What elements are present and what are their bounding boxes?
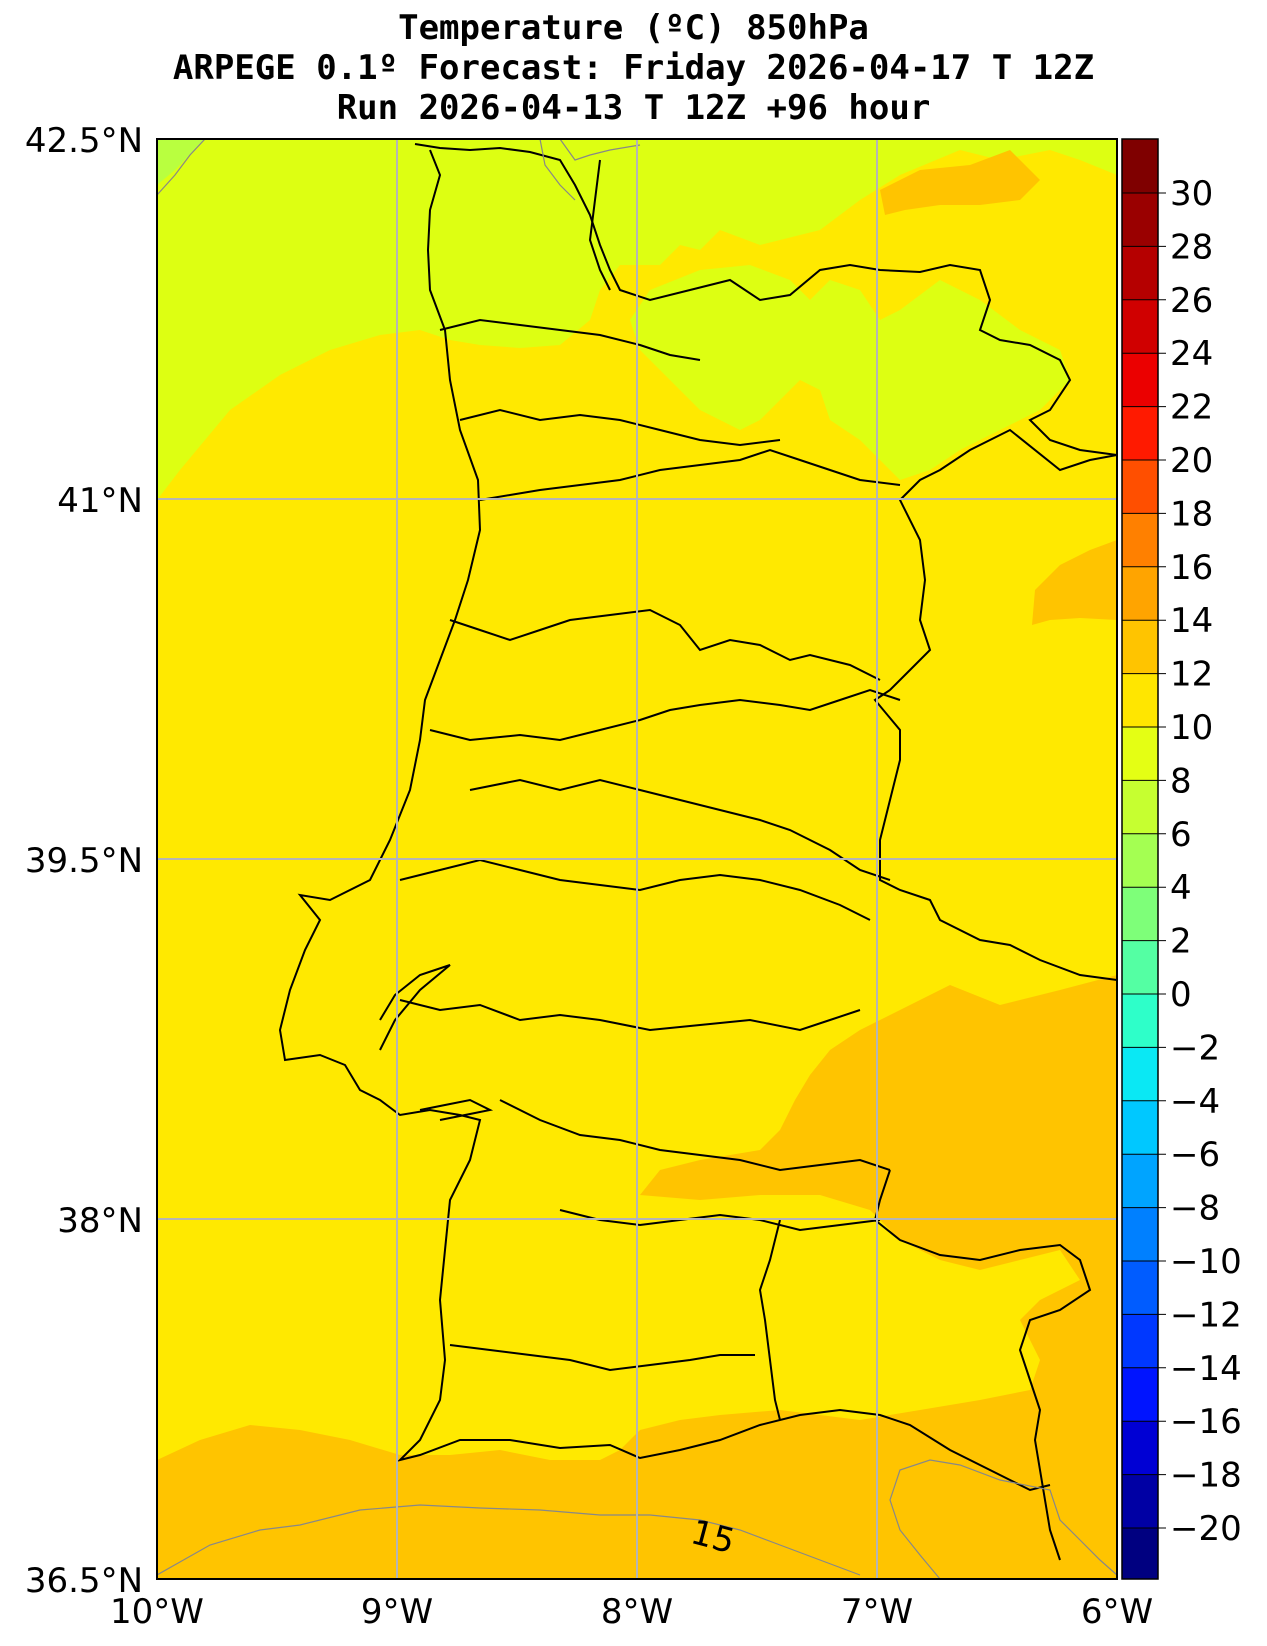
lat-tick-label: 36.5°N [25, 1561, 143, 1601]
northern-border [414, 143, 1117, 456]
colorbar-tick-label: −14 [1170, 1349, 1242, 1389]
district-line-9 [758, 1219, 781, 1421]
lon-tick-label: 10°W [110, 1592, 204, 1632]
colorbar-tick-label: −12 [1170, 1295, 1242, 1335]
colorbar-segment [1122, 1367, 1158, 1422]
colorbar-segment [1122, 940, 1158, 994]
colorbar-tick-label: −20 [1170, 1509, 1242, 1549]
colorbar-tick-label: −4 [1170, 1082, 1220, 1122]
colorbar-frame [1121, 138, 1159, 1580]
colorbar-segment [1122, 1474, 1158, 1528]
colorbar-segment [1122, 513, 1158, 567]
colorbar-tick-label: 14 [1170, 601, 1213, 641]
title-line-2: ARPEGE 0.1º Forecast: Friday 2026-04-17 … [172, 48, 1095, 88]
district-line-3 [429, 688, 901, 742]
colorbar-tick-label: 26 [1170, 281, 1213, 321]
colorbar-segment [1122, 1154, 1158, 1208]
southeast-border [873, 1169, 1092, 1561]
contour-8-corner [157, 139, 206, 196]
colorbar-tick-label: 18 [1170, 494, 1213, 534]
district-line-2 [449, 608, 881, 681]
colorbar-labels: 302826242220181614121086420−2−4−6−8−10−1… [1122, 174, 1242, 1549]
colorbar-tick-label: 8 [1170, 761, 1192, 801]
colorbar-segment [1122, 673, 1158, 727]
lon-tick-label: 8°W [601, 1592, 673, 1632]
colorbar-segment [1122, 727, 1158, 781]
district-line-10 [559, 1209, 881, 1232]
temp-band-14-16-north [880, 150, 1040, 215]
colorbar-tick-label: −8 [1170, 1189, 1220, 1229]
lon-tick-label: 6°W [1081, 1592, 1153, 1632]
colorbar-tick-label: 4 [1170, 868, 1192, 908]
setubal-estuary [419, 1098, 494, 1121]
colorbar-segment [1122, 833, 1158, 888]
colorbar-segment [1122, 1528, 1158, 1579]
district-line-1 [479, 448, 901, 501]
temp-band-10-12-northeast [630, 265, 1070, 480]
colorbar-tick-label: 22 [1170, 388, 1213, 428]
district-line-4 [469, 778, 891, 881]
temp-band-14-16-east [1032, 540, 1117, 625]
colorbar-segment [1122, 1207, 1158, 1261]
portugal-coastline [278, 149, 1051, 1492]
colorbar-segment [1122, 1421, 1158, 1475]
colorbar-tick-label: −18 [1170, 1456, 1242, 1496]
colorbar-segment [1122, 1261, 1158, 1315]
contour-15-southeast [889, 1459, 1117, 1579]
lat-tick-label: 41°N [57, 481, 143, 521]
contour-lines [157, 139, 1117, 1579]
inner-coast-lisbon [379, 964, 451, 1051]
temp-band-8-10-corner [157, 139, 205, 185]
colorbar-segment [1122, 566, 1158, 621]
colorbar-tick-label: −2 [1170, 1028, 1220, 1068]
district-line-6 [399, 999, 861, 1032]
contour-15-south [157, 1504, 861, 1576]
contour-10-north [539, 139, 641, 201]
colorbar-segment [1122, 246, 1158, 300]
colorbar-segment [1122, 406, 1158, 460]
colorbar-tick-label: 12 [1170, 655, 1213, 695]
district-line-8 [449, 1344, 755, 1372]
colorbar-tick-label: 16 [1170, 548, 1213, 588]
district-line-13 [459, 408, 781, 447]
colorbar-tick-label: 2 [1170, 922, 1192, 962]
map-frame [156, 138, 1118, 1580]
lon-tick-label: 7°W [841, 1592, 913, 1632]
colorbar-segment [1122, 353, 1158, 407]
colorbar-segment [1122, 139, 1158, 193]
colorbar-tick-label: 24 [1170, 334, 1213, 374]
colorbar-segment [1122, 193, 1158, 247]
colorbar [1122, 139, 1158, 1579]
lat-tick-label: 42.5°N [25, 121, 143, 161]
title-line-1: Temperature (ºC) 850hPa [398, 8, 869, 48]
district-line-12 [439, 318, 701, 361]
lon-tick-label: 9°W [361, 1592, 433, 1632]
colorbar-tick-label: −16 [1170, 1402, 1242, 1442]
colorbar-segment [1122, 887, 1158, 941]
colorbar-segment [1122, 1314, 1158, 1368]
colorbar-segment [1122, 1100, 1158, 1155]
lat-tick-label: 39.5°N [25, 841, 143, 881]
colorbar-segment [1122, 460, 1158, 514]
colorbar-tick-label: 10 [1170, 708, 1213, 748]
colorbar-tick-label: 6 [1170, 815, 1192, 855]
district-line-7 [499, 1099, 891, 1172]
colorbar-segment [1122, 994, 1158, 1048]
colorbar-tick-label: 30 [1170, 174, 1213, 214]
colorbar-segment [1122, 620, 1158, 674]
district-line-11 [588, 159, 611, 291]
colorbar-segment [1122, 1047, 1158, 1101]
colorbar-tick-label: −10 [1170, 1242, 1242, 1282]
colorbar-tick-label: 20 [1170, 441, 1213, 481]
colorbar-segment [1122, 780, 1158, 834]
title-line-3: Run 2026-04-13 T 12Z +96 hour [336, 88, 931, 128]
colorbar-tick-label: 0 [1170, 975, 1192, 1015]
colorbar-tick-label: 28 [1170, 227, 1213, 267]
colorbar-tick-label: −6 [1170, 1135, 1220, 1175]
gridlines [157, 139, 1117, 1579]
colorbar-segment [1122, 299, 1158, 354]
lat-tick-label: 38°N [57, 1201, 143, 1241]
